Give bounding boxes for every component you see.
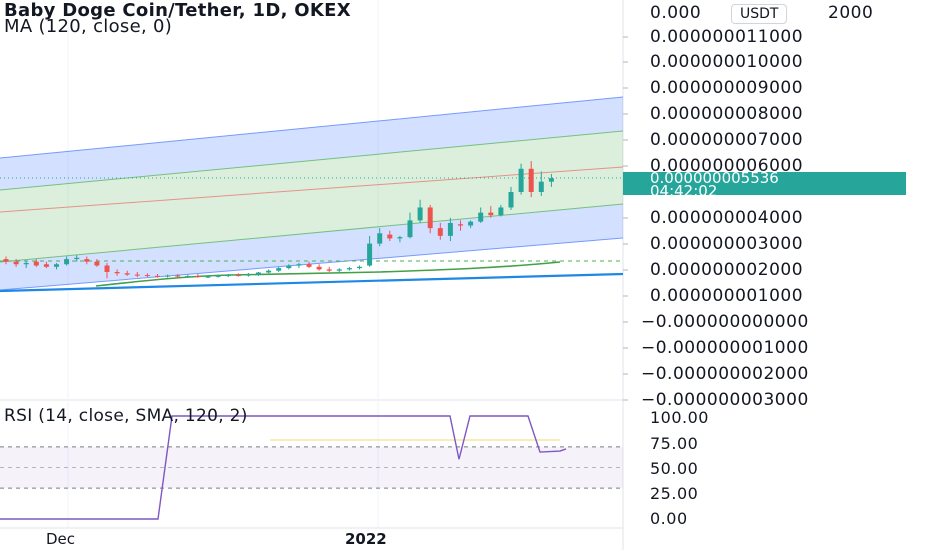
- candle-body: [94, 261, 100, 266]
- candle-body: [417, 207, 423, 221]
- rsi-band: [0, 446, 623, 489]
- candle-body: [468, 221, 474, 226]
- trend-line: [0, 272, 624, 293]
- price-label: 0.000000006000: [650, 156, 804, 176]
- price-label: 0.000000008000: [650, 104, 804, 124]
- candle-body: [175, 275, 181, 277]
- candle-body: [225, 275, 231, 277]
- channel-mid-upper-line: [0, 130, 624, 191]
- rsi-label: 50.00: [650, 459, 699, 478]
- price-label: 0.000000002000: [650, 260, 804, 280]
- candle-body: [185, 276, 191, 278]
- time-label-2022: 2022: [345, 530, 387, 548]
- candle-body: [235, 275, 241, 277]
- currency-unit-badge[interactable]: USDT: [731, 4, 788, 24]
- channel-upper-line: [0, 96, 624, 159]
- candle-body: [54, 264, 59, 267]
- candle-body: [256, 272, 261, 275]
- moving-average-line: [95, 261, 561, 287]
- candle-body: [155, 275, 160, 277]
- candle-body: [165, 275, 171, 277]
- rsi-line: [0, 415, 567, 520]
- candle-body: [114, 271, 120, 274]
- candle-body: [43, 264, 49, 267]
- channel-lower-line: [0, 237, 624, 291]
- candle-body: [528, 168, 534, 192]
- candle-body: [427, 207, 433, 229]
- price-label: 0.000000003000: [650, 234, 804, 254]
- price-label: −0.000000000000: [641, 312, 809, 332]
- candle-body: [447, 222, 453, 236]
- candle-body: [84, 259, 90, 262]
- candle-body: [488, 212, 494, 216]
- candle-body: [387, 234, 393, 239]
- channel-middle-band: [0, 131, 623, 262]
- candle-body: [518, 168, 524, 192]
- candle-body: [336, 269, 342, 271]
- candle-body: [144, 275, 150, 277]
- candle-body: [276, 268, 282, 271]
- candle-body: [538, 181, 544, 192]
- candle-body: [124, 273, 130, 275]
- candle-body: [13, 261, 19, 265]
- price-label: −0.000000002000: [641, 364, 809, 384]
- price-label: 0.000000007000: [650, 130, 804, 150]
- candle-body: [64, 259, 70, 265]
- price-label: 2000: [828, 3, 874, 23]
- candle-body: [134, 274, 140, 276]
- candle-body: [548, 178, 554, 182]
- candle-body: [3, 259, 9, 262]
- candle-body: [357, 266, 362, 269]
- rsi-label: 75.00: [650, 434, 699, 453]
- candle-body: [397, 237, 403, 239]
- rsi-legend: RSI (14, close, SMA, 120, 2): [4, 406, 248, 426]
- time-label-dec: Dec: [46, 530, 76, 548]
- price-label: 0.000000010000: [650, 52, 804, 72]
- price-label: 0.000: [650, 3, 702, 23]
- candle-body: [215, 275, 221, 277]
- price-label: 0.000000009000: [650, 78, 804, 98]
- candle-body: [367, 243, 373, 266]
- candle-body: [33, 261, 39, 266]
- candle-body: [195, 276, 201, 278]
- candle-body: [377, 233, 383, 244]
- rsi-label: 0.00: [650, 509, 688, 528]
- rsi-label: 100.00: [650, 408, 709, 427]
- last-price-value: 0.000000005536: [650, 169, 779, 187]
- symbol-title: Baby Doge Coin/Tether, 1D, OKEX: [4, 0, 351, 21]
- candle-body: [478, 212, 484, 222]
- channel-upper-band: [0, 97, 623, 190]
- candle-countdown: 04:42:02: [650, 182, 718, 200]
- candle-body: [508, 192, 514, 208]
- candle-body: [245, 274, 251, 276]
- rsi-label: 25.00: [650, 484, 699, 503]
- candle-body: [286, 265, 292, 269]
- last-price-tag: 0.000000005536 04:42:02: [623, 169, 906, 200]
- price-label: 0.000000001000: [650, 286, 804, 306]
- price-label: −0.000000001000: [641, 338, 809, 358]
- candle-body: [458, 224, 463, 226]
- candle-body: [346, 268, 352, 270]
- candle-body: [104, 265, 110, 272]
- price-label: 0.000000004000: [650, 208, 804, 228]
- ma-legend: MA (120, close, 0): [4, 16, 173, 37]
- channel-lower-band: [0, 204, 623, 290]
- candle-body: [498, 207, 504, 216]
- candle-body: [266, 270, 272, 273]
- candle-body: [205, 276, 211, 278]
- candle-body: [407, 220, 413, 238]
- price-label: −0.000000003000: [641, 390, 809, 410]
- price-label: 0.000000011000: [650, 27, 804, 47]
- candle-body: [296, 264, 302, 266]
- candle-body: [326, 269, 332, 271]
- candle-body: [437, 228, 443, 236]
- candle-body: [23, 262, 29, 265]
- candle-body: [316, 266, 322, 270]
- candle-body: [74, 257, 80, 260]
- candle-body: [306, 264, 312, 267]
- channel-mid-lower-line: [0, 203, 624, 263]
